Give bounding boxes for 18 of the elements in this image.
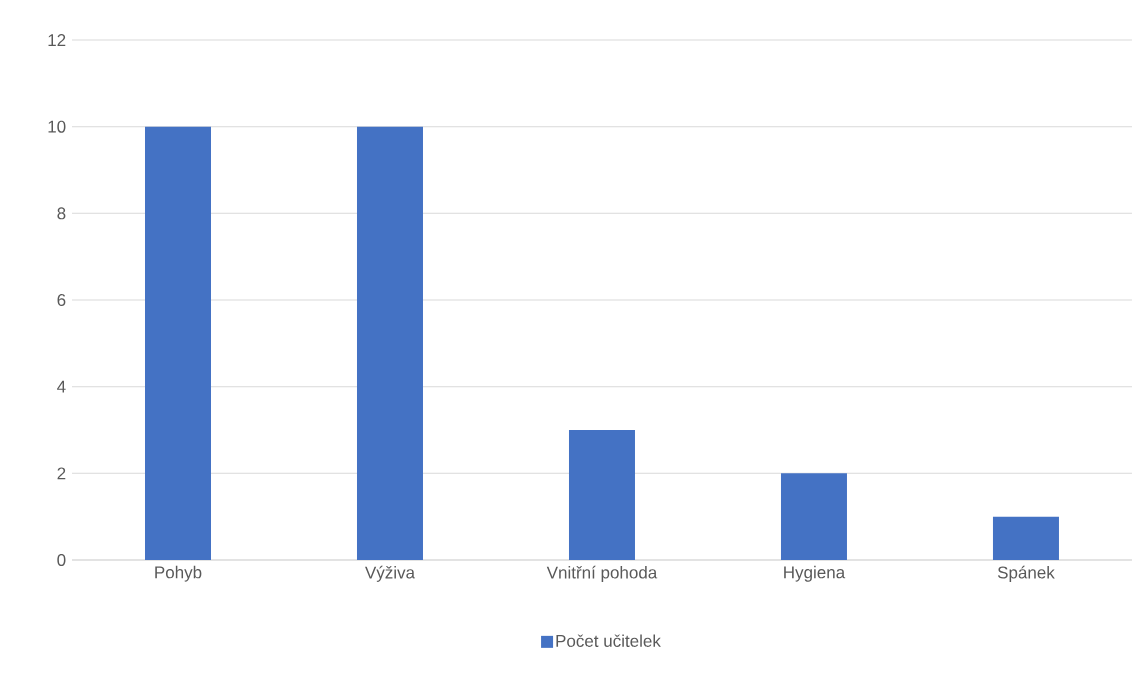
y-tick-label: 12: [48, 34, 66, 46]
bar: [356, 126, 423, 560]
bar: [568, 430, 635, 560]
x-tick-label: Výživa: [365, 565, 416, 582]
y-tick-label: 8: [57, 207, 66, 220]
x-tick-label: Hygiena: [784, 565, 846, 582]
y-tick-label: 4: [57, 380, 66, 393]
y-tick-label: 0: [57, 553, 66, 567]
y-tick-label: 6: [57, 293, 66, 307]
x-tick-label: Pohyb: [155, 565, 202, 582]
bar: [780, 473, 847, 560]
bar: [992, 516, 1059, 560]
y-tick-label: 2: [57, 467, 66, 480]
x-tick-label: Spánek: [997, 565, 1055, 582]
legend-label: Počet učitelek: [556, 634, 661, 647]
x-tick-label: Vnitřní pohoda: [546, 565, 658, 582]
bar: [145, 126, 211, 560]
y-tick-label: 10: [48, 120, 66, 133]
